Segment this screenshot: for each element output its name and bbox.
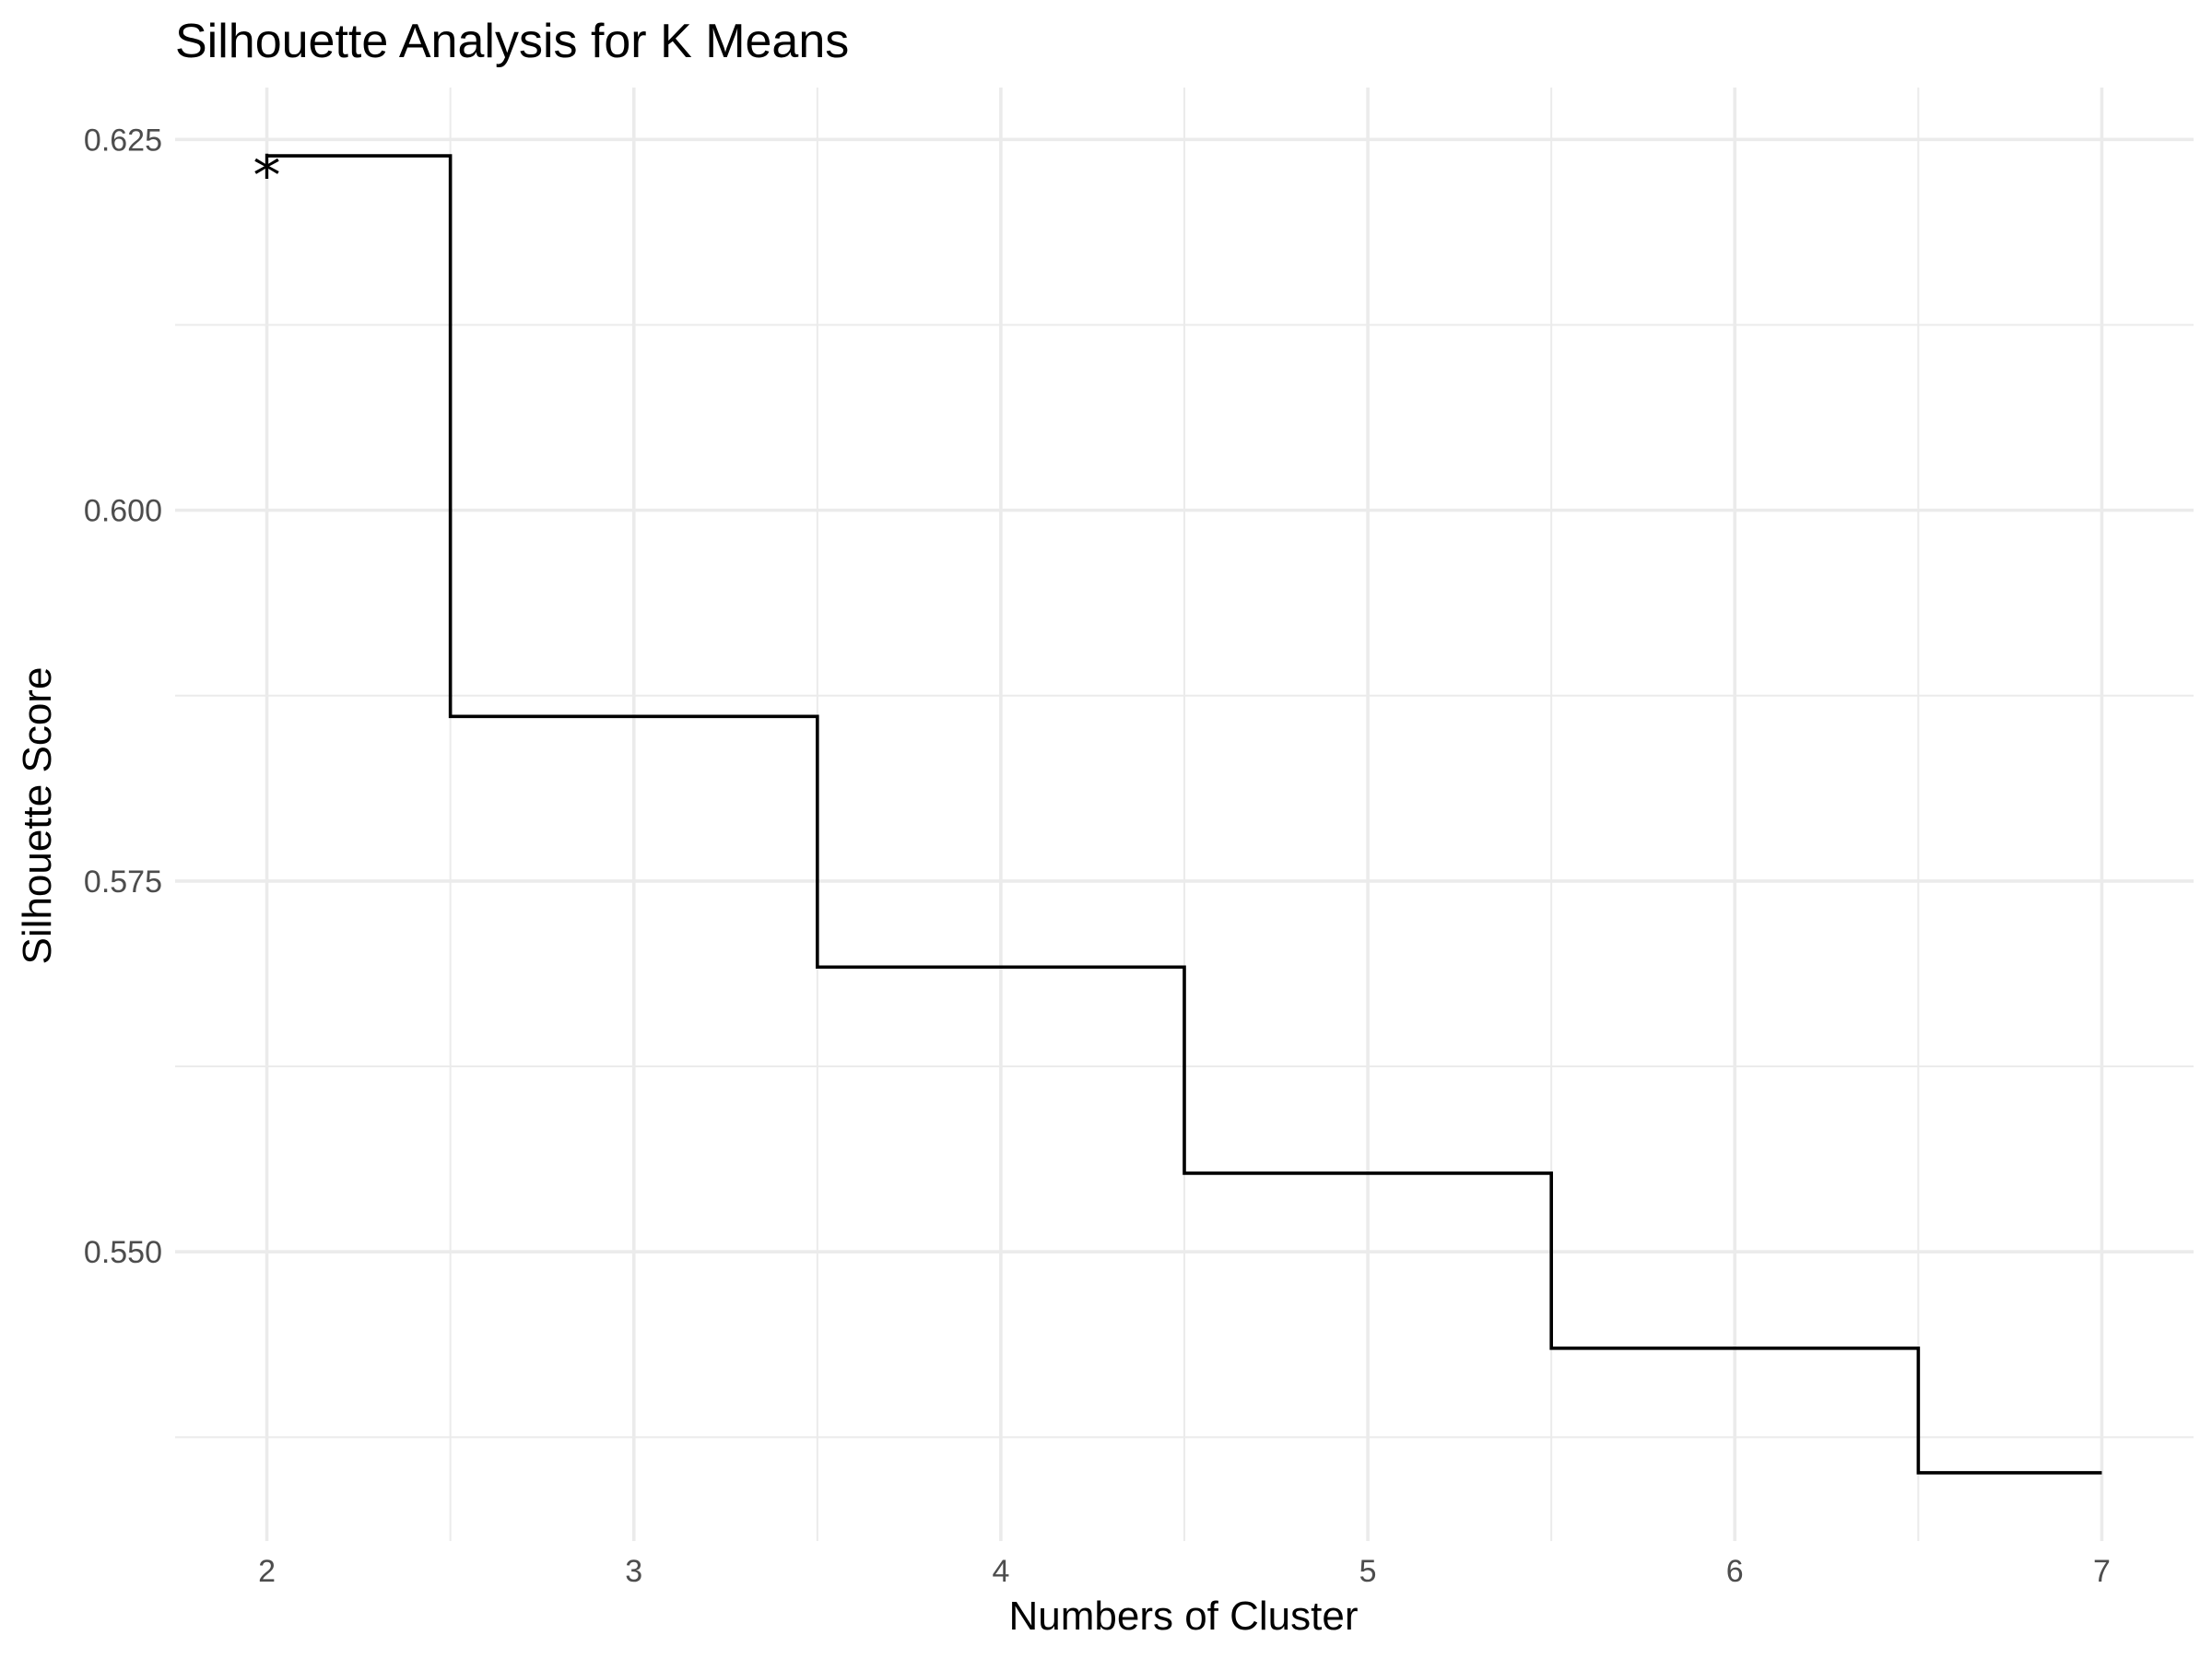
y-tick-label: 0.600	[84, 494, 162, 529]
y-axis-title: Silhouette Score	[15, 667, 60, 965]
y-tick-label: 0.575	[84, 865, 162, 900]
x-tick-label: 3	[625, 1554, 642, 1589]
grid	[175, 88, 2194, 1541]
x-tick-labels: 2 3 4 5 6 7	[258, 1554, 2111, 1589]
y-tick-labels: 0.550 0.575 0.600 0.625	[84, 123, 162, 1270]
best-k-annotation: *	[253, 144, 281, 208]
y-tick-label: 0.625	[84, 123, 162, 158]
x-tick-label: 2	[258, 1554, 276, 1589]
x-tick-label: 7	[2093, 1554, 2111, 1589]
chart-title: Silhouette Analysis for K Means	[175, 15, 849, 68]
x-axis-title: Numbers of Cluster	[1008, 1594, 1358, 1639]
series-line	[266, 154, 2102, 1475]
series: *	[253, 144, 2102, 1475]
x-tick-label: 5	[1359, 1554, 1377, 1589]
x-tick-label: 6	[1726, 1554, 1744, 1589]
x-tick-label: 4	[992, 1554, 1009, 1589]
y-tick-label: 0.550	[84, 1235, 162, 1270]
